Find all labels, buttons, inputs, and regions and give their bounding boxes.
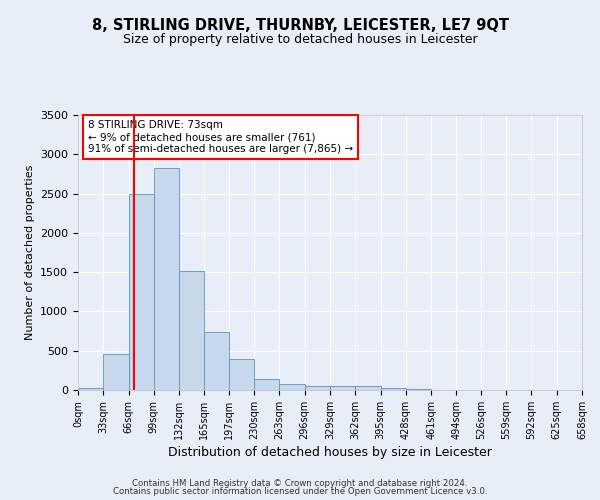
Bar — [305, 386, 330, 390]
Bar — [380, 388, 406, 390]
Bar — [229, 360, 254, 390]
Bar — [128, 194, 154, 390]
Text: Size of property relative to detached houses in Leicester: Size of property relative to detached ho… — [122, 32, 478, 46]
Text: Distribution of detached houses by size in Leicester: Distribution of detached houses by size … — [168, 446, 492, 459]
Bar — [330, 386, 355, 390]
Bar — [78, 388, 103, 390]
Text: 8 STIRLING DRIVE: 73sqm
← 9% of detached houses are smaller (761)
91% of semi-de: 8 STIRLING DRIVE: 73sqm ← 9% of detached… — [88, 120, 353, 154]
Bar — [355, 386, 380, 390]
Bar — [406, 388, 431, 390]
Y-axis label: Number of detached properties: Number of detached properties — [25, 165, 35, 340]
Text: Contains public sector information licensed under the Open Government Licence v3: Contains public sector information licen… — [113, 487, 487, 496]
Bar — [280, 384, 305, 390]
Text: 8, STIRLING DRIVE, THURNBY, LEICESTER, LE7 9QT: 8, STIRLING DRIVE, THURNBY, LEICESTER, L… — [91, 18, 509, 32]
Bar — [254, 379, 280, 390]
Bar — [179, 272, 205, 390]
Text: Contains HM Land Registry data © Crown copyright and database right 2024.: Contains HM Land Registry data © Crown c… — [132, 478, 468, 488]
Bar — [103, 354, 128, 390]
Bar — [154, 168, 179, 390]
Bar — [205, 332, 229, 390]
